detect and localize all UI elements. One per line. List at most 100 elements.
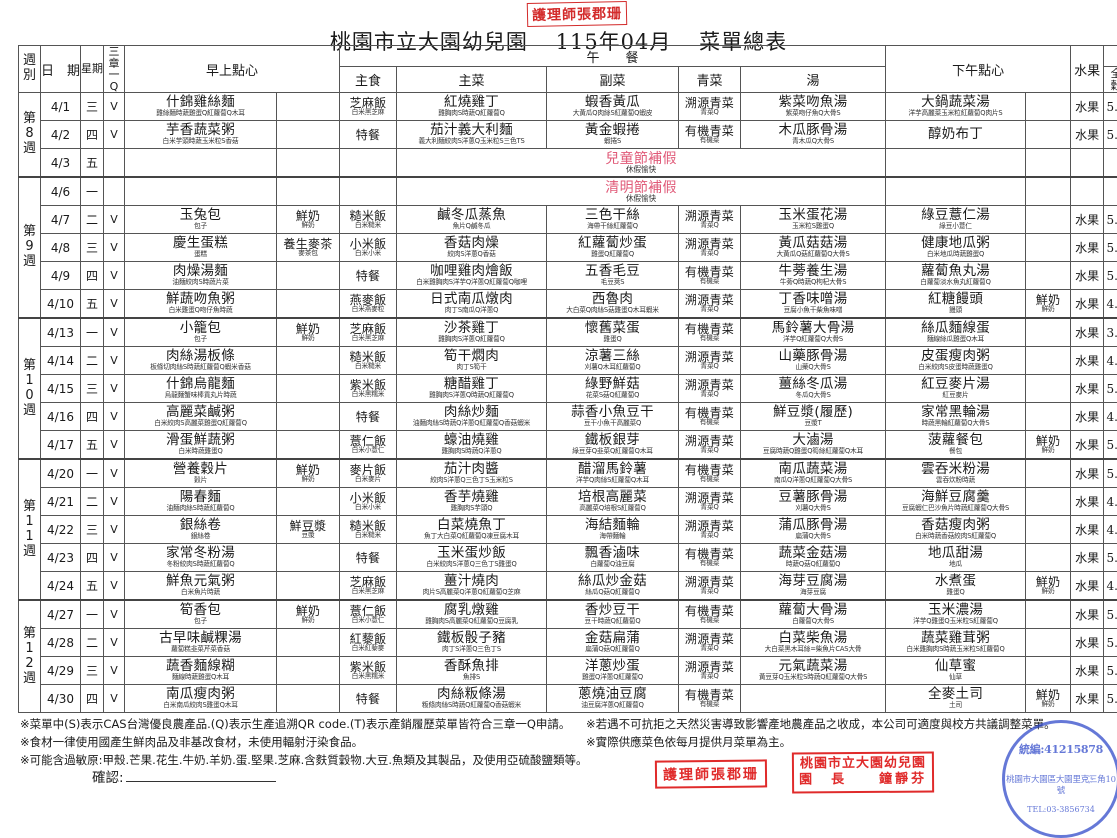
main-dish-cell-ingredients: 魚片Q鹹冬瓜	[400, 223, 543, 230]
side-dish-cell-text: 五香毛豆	[547, 265, 678, 279]
fruit-cell: 水果	[1071, 657, 1104, 685]
afternoon-cell: 仙草蜜仙草	[886, 657, 1026, 685]
breakfast-drink-cell	[277, 347, 340, 375]
soup-cell: 白菜柴魚湯大白菜黑木耳絲=柴魚片CAS大骨	[741, 629, 886, 657]
vegetable-cell-ingredients: 有機菜	[680, 335, 739, 342]
breakfast-cell-ingredients: 烏龍麵蟹味棒貢丸片時蔬	[128, 392, 273, 399]
date-cell: 4/24	[41, 572, 81, 601]
q-mark-cell	[104, 177, 125, 206]
fruit-cell: 水果	[1071, 431, 1104, 460]
breakfast-drink-cell	[277, 93, 340, 121]
main-dish-cell-text: 日式南瓜燉肉	[397, 293, 546, 307]
stamp-tax-id: 統編:41215878	[1005, 741, 1117, 757]
afternoon-cell-ingredients: 白米時蔬香菇絞肉S紅蘿蔔Q	[889, 533, 1022, 540]
vegetable-cell: 溯源青菜青菜Q	[679, 572, 741, 601]
fruit-cell: 水果	[1071, 121, 1104, 149]
soup-cell: 豆薯豚骨湯刈薯Q大骨S	[741, 488, 886, 516]
soup-cell: 山藥豚骨湯山藥Q大骨S	[741, 347, 886, 375]
main-dish-cell-ingredients: 肉丁S南瓜Q洋蔥Q	[400, 307, 543, 314]
breakfast-drink-cell: 鮮奶鮮奶	[277, 600, 340, 629]
main-dish-cell-text: 肉絲粄條湯	[397, 688, 546, 702]
week-label-char: 第	[19, 112, 40, 127]
afternoon-drink-cell	[1026, 629, 1071, 657]
q-mark-cell: V	[104, 459, 125, 488]
afternoon-cell-ingredients: 時蔬黑輪紅蘿蔔Q大骨S	[889, 420, 1022, 427]
side-dish-cell-ingredients: 大黃瓜Q肉絲S紅蘿蔔Q蝦皮	[550, 110, 676, 117]
weekday-cell: 二	[81, 629, 104, 657]
afternoon-cell	[886, 177, 1026, 206]
nutrient-value-0: 4.8	[1104, 516, 1117, 544]
staple-cell-ingredients: 白米黑糯米	[341, 391, 395, 398]
breakfast-cell: 高麗菜鹹粥白米絞肉S高麗菜雞蛋Q紅蘿蔔Q	[125, 403, 277, 431]
staple-cell: 特餐	[340, 262, 397, 290]
afternoon-cell-text: 綠豆薏仁湯	[886, 209, 1025, 223]
staple-cell-ingredients: 白米黑芝麻	[341, 335, 395, 342]
date-cell: 4/10	[41, 290, 81, 319]
main-dish-cell: 茄汁肉醬絞肉S洋蔥Q三色丁S玉米粒S	[397, 459, 547, 488]
main-dish-cell: 蠔油燒雞雞胸肉S時蔬Q洋蔥Q	[397, 431, 547, 460]
afternoon-drink-cell	[1026, 177, 1071, 206]
afternoon-cell-ingredients: 白米地瓜時蔬雞蛋Q	[889, 251, 1022, 258]
q-mark-cell: V	[104, 206, 125, 234]
soup-cell-ingredients: 海芽豆腐	[744, 589, 882, 596]
main-dish-cell-ingredients: 魚丁大白菜Q紅蘿蔔Q凍豆腐木耳	[400, 533, 543, 540]
afternoon-cell-ingredients: 雲吞炊粉時蔬	[889, 477, 1022, 484]
afternoon-cell: 紅豆麥片湯紅豆麥片	[886, 375, 1026, 403]
breakfast-drink-cell	[277, 431, 340, 460]
holiday-cell-text: 兒童節補假	[397, 152, 885, 166]
afternoon-cell-ingredients: 餐包	[889, 448, 1022, 455]
weekday-cell: 五	[81, 149, 104, 178]
side-dish-cell-ingredients: 豆干時蔬Q紅蘿蔔Q	[550, 618, 676, 625]
weekday-cell: 二	[81, 347, 104, 375]
afternoon-cell-text: 絲瓜麵線蛋	[886, 322, 1025, 336]
breakfast-cell-text: 玉兔包	[125, 209, 276, 223]
weekday-cell: 一	[81, 318, 104, 347]
side-dish-cell-text: 西魯肉	[547, 293, 678, 307]
afternoon-cell-ingredients: 麵線絲瓜雞蛋Q木耳	[889, 336, 1022, 343]
holiday-cell: 清明節補假休假愉快	[397, 177, 886, 206]
afternoon-cell-ingredients: 綠豆小薏仁	[889, 223, 1022, 230]
side-dish-cell-text: 鐵板銀芽	[547, 434, 678, 448]
q-mark-cell: V	[104, 290, 125, 319]
afternoon-drink-cell	[1026, 234, 1071, 262]
vegetable-cell-ingredients: 青菜Q	[680, 504, 739, 511]
side-dish-cell-ingredients: 大白菜Q肉絲S菇雞蛋Q木耳蝦米	[550, 307, 676, 314]
fruit-cell: 水果	[1071, 93, 1104, 121]
afternoon-cell-ingredients: 白蘿蔔淡水魚丸紅蘿蔔Q	[889, 279, 1022, 286]
fruit-cell: 水果	[1071, 318, 1104, 347]
vegetable-cell-ingredients: 青菜Q	[680, 250, 739, 257]
staple-cell-ingredients: 白米紅藜麥	[341, 645, 395, 652]
weekday-cell: 三	[81, 375, 104, 403]
main-dish-cell-text: 白菜燒魚丁	[397, 519, 546, 533]
breakfast-cell-text: 什錦烏龍麵	[125, 378, 276, 392]
breakfast-cell-text: 筍香包	[125, 604, 276, 618]
col-header-lunch: 午 餐	[340, 46, 886, 67]
staple-cell	[340, 177, 397, 206]
nutrient-value-0	[1104, 149, 1117, 178]
side-dish-cell-ingredients: 花菜S菇Q紅蘿蔔Q	[550, 392, 676, 399]
side-dish-cell: 海結麵輪海帶麵輪	[547, 516, 679, 544]
q-mark-cell: V	[104, 318, 125, 347]
staple-cell-ingredients: 白米小米	[341, 504, 395, 511]
breakfast-cell: 什錦雞絲麵雞絲麵時蔬雞蛋Q紅蘿蔔Q木耳	[125, 93, 277, 121]
main-dish-cell-ingredients: 雞胸肉S高麗菜Q紅蘿蔔Q豆腐乳	[400, 618, 543, 625]
side-dish-cell: 絲瓜炒金菇絲瓜Q菇Q紅蘿蔔Q	[547, 572, 679, 601]
main-dish-cell-text: 肉絲炒麵	[397, 406, 546, 420]
q-mark-cell: V	[104, 93, 125, 121]
breakfast-cell	[125, 149, 277, 178]
soup-cell-text: 元氣蔬菜湯	[741, 660, 885, 674]
afternoon-cell: 大鍋蔬菜湯洋芋高麗菜玉米粒紅蘿蔔Q肉片S	[886, 93, 1026, 121]
confirm-signature-line[interactable]	[126, 767, 276, 782]
breakfast-cell-ingredients: 麵線時蔬雞蛋Q木耳	[128, 674, 273, 681]
main-dish-cell-ingredients: 義大利麵絞肉S洋蔥Q玉米粒S三色TS	[400, 138, 543, 145]
date-cell: 4/23	[41, 544, 81, 572]
main-dish-cell: 白菜燒魚丁魚丁大白菜Q紅蘿蔔Q凍豆腐木耳	[397, 516, 547, 544]
afternoon-cell: 絲瓜麵線蛋麵線絲瓜雞蛋Q木耳	[886, 318, 1026, 347]
main-dish-cell: 薑汁燒肉肉片S高麗菜Q洋蔥Q紅蘿蔔Q芝麻	[397, 572, 547, 601]
